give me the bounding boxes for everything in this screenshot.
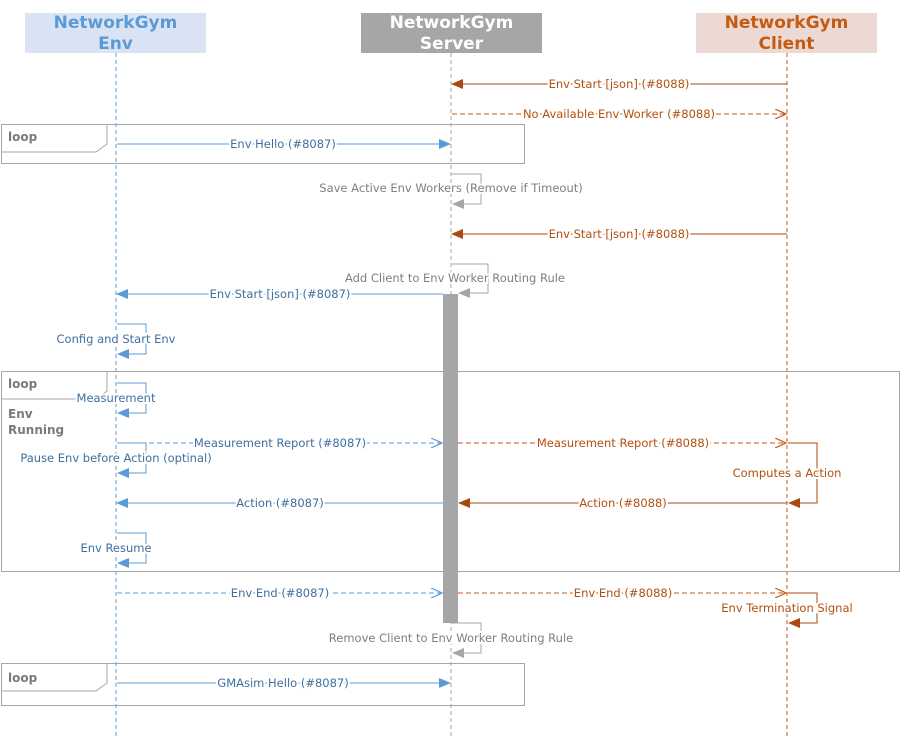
message-arrow-computes-action (788, 442, 818, 508)
message-label-env-start-client-2: Env Start [json] (#8088) (549, 227, 690, 241)
message-label-termination-signal: Env Termination Signal (721, 601, 852, 615)
message-label-env-end-client: Env End (#8088) (574, 586, 672, 600)
message-label-measurement-report-env: Measurement Report (#8087) (194, 436, 366, 450)
loop-3-label: loop (8, 671, 38, 685)
server-activation-bar (443, 294, 458, 623)
message-label-env-start-client: Env Start [json] (#8088) (549, 77, 690, 91)
message-label-computes-action: Computes a Action (733, 466, 842, 480)
message-arrow-add-routing (452, 263, 489, 298)
participant-server-title: NetworkGym (390, 13, 514, 33)
message-arrow-measurement (117, 382, 147, 418)
loop-fragment-1: loop (1, 124, 525, 164)
message-label-add-routing: Add Client to Env Worker Routing Rule (345, 271, 565, 285)
message-label-no-worker: No Available Env Worker (#8088) (523, 107, 715, 121)
participant-server-subtitle: Server (420, 34, 484, 54)
loop-2-guard-line2: Running (8, 423, 64, 437)
message-label-config-start: Config and Start Env (57, 332, 176, 346)
message-label-action-client: Action (#8088) (579, 496, 667, 510)
message-arrow-config-start (117, 323, 147, 359)
participant-env-subtitle: Env (98, 34, 133, 54)
message-label-pause-env: Pause Env before Action (optinal) (20, 451, 211, 465)
loop-1-label: loop (8, 130, 38, 144)
participant-client-subtitle: Client (759, 34, 815, 54)
loop-2-guard-line1: Env (8, 407, 33, 421)
message-label-env-end-env: Env End (#8087) (231, 586, 329, 600)
message-label-measurement: Measurement (77, 391, 156, 405)
message-arrow-termination-signal (788, 592, 818, 628)
participant-env-title: NetworkGym (54, 13, 178, 33)
message-label-measurement-report-client: Measurement Report (#8088) (537, 436, 709, 450)
message-label-action-env: Action (#8087) (236, 496, 324, 510)
message-label-env-hello: Env Hello (#8087) (230, 137, 336, 151)
loop-fragment-3: loop (1, 663, 525, 706)
message-label-save-workers: Save Active Env Workers (Remove if Timeo… (319, 181, 582, 195)
message-arrow-save-workers (452, 173, 482, 209)
message-arrow-pause-env (117, 442, 147, 478)
participant-env: NetworkGym Env (25, 13, 206, 54)
message-label-remove-routing: Remove Client to Env Worker Routing Rule (329, 631, 573, 645)
loop-fragment-2: loop Env Running (1, 371, 900, 572)
message-label-env-start-env: Env Start [json] (#8087) (210, 287, 351, 301)
participant-server: NetworkGym Server (361, 13, 542, 54)
message-arrow-env-resume (117, 532, 147, 568)
participant-client: NetworkGym Client (696, 13, 877, 54)
message-label-env-resume: Env Resume (80, 541, 151, 555)
message-arrow-remove-routing (452, 622, 482, 658)
message-label-gmasim-hello: GMAsim Hello (#8087) (217, 676, 348, 690)
loop-2-label: loop (8, 377, 38, 391)
participant-client-title: NetworkGym (725, 13, 849, 33)
